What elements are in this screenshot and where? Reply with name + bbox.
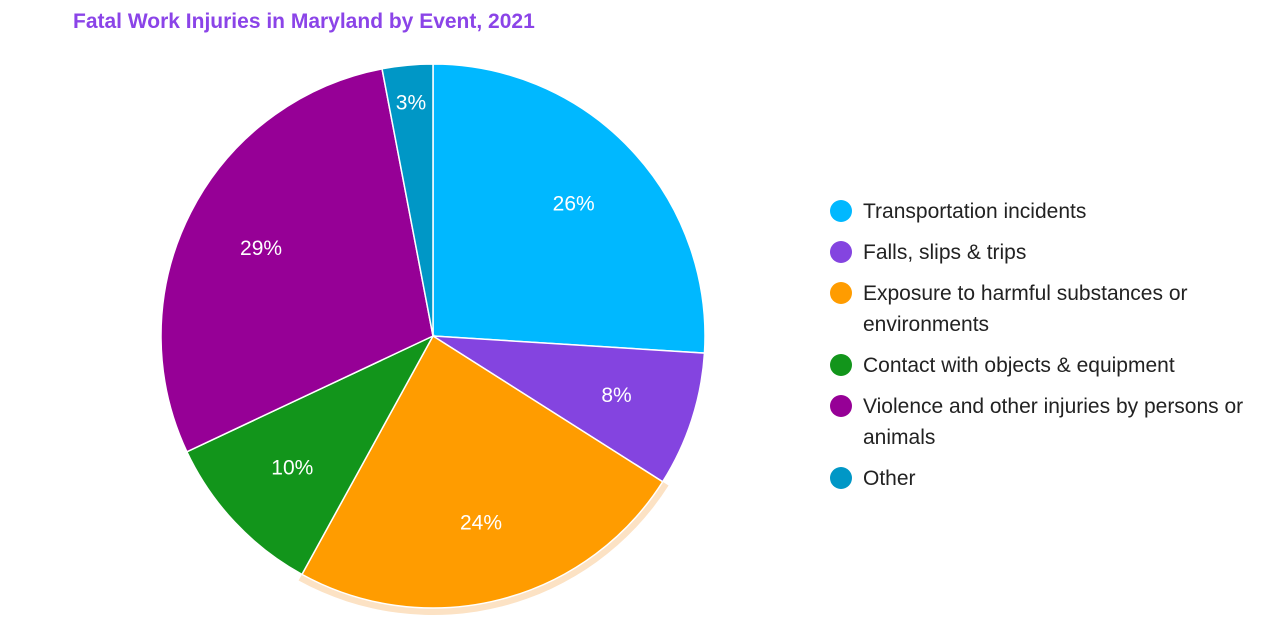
pie-slice-violence-and-other-injuries-by-persons-or-animals[interactable] — [160, 67, 434, 453]
legend-item-exposure[interactable]: Exposure to harmful substances or enviro… — [830, 278, 1250, 340]
legend-swatch-other — [830, 467, 852, 489]
legend: Transportation incidents Falls, slips & … — [830, 196, 1250, 504]
legend-label-exposure: Exposure to harmful substances or enviro… — [863, 282, 1188, 336]
slice-label-exposure-to-harmful-substances-or-environments: 24% — [460, 511, 502, 534]
legend-item-transportation[interactable]: Transportation incidents — [830, 196, 1250, 227]
slice-label-violence-and-other-injuries-by-persons-or-animals: 29% — [240, 237, 282, 260]
pie-slice-contact-with-objects-equipment[interactable] — [185, 334, 435, 576]
legend-label-violence: Violence and other injuries by persons o… — [863, 395, 1244, 449]
legend-item-other[interactable]: Other — [830, 463, 1250, 494]
slice-label-falls-slips-trips: 8% — [601, 384, 631, 407]
slice-label-other: 3% — [396, 92, 426, 115]
legend-label-falls: Falls, slips & trips — [863, 241, 1027, 264]
pie-slice-falls-slips-trips[interactable] — [432, 335, 706, 483]
legend-swatch-exposure — [830, 282, 852, 304]
legend-label-transportation: Transportation incidents — [863, 200, 1087, 223]
pie-slice-transportation-incidents[interactable] — [432, 63, 706, 354]
pie-slice-other[interactable] — [381, 63, 434, 337]
legend-swatch-violence — [830, 395, 852, 417]
legend-item-violence[interactable]: Violence and other injuries by persons o… — [830, 391, 1250, 453]
legend-swatch-transportation — [830, 200, 852, 222]
chart-title: Fatal Work Injuries in Maryland by Event… — [73, 10, 535, 33]
legend-label-contact: Contact with objects & equipment — [863, 354, 1175, 377]
legend-item-contact[interactable]: Contact with objects & equipment — [830, 350, 1250, 381]
legend-label-other: Other — [863, 467, 916, 490]
pie-slice-exposure-to-harmful-substances-or-environments[interactable] — [300, 334, 664, 609]
slice-label-contact-with-objects-equipment: 10% — [271, 457, 313, 480]
legend-swatch-falls — [830, 241, 852, 263]
slice-label-transportation-incidents: 26% — [553, 192, 595, 215]
legend-item-falls[interactable]: Falls, slips & trips — [830, 237, 1250, 268]
legend-swatch-contact — [830, 354, 852, 376]
